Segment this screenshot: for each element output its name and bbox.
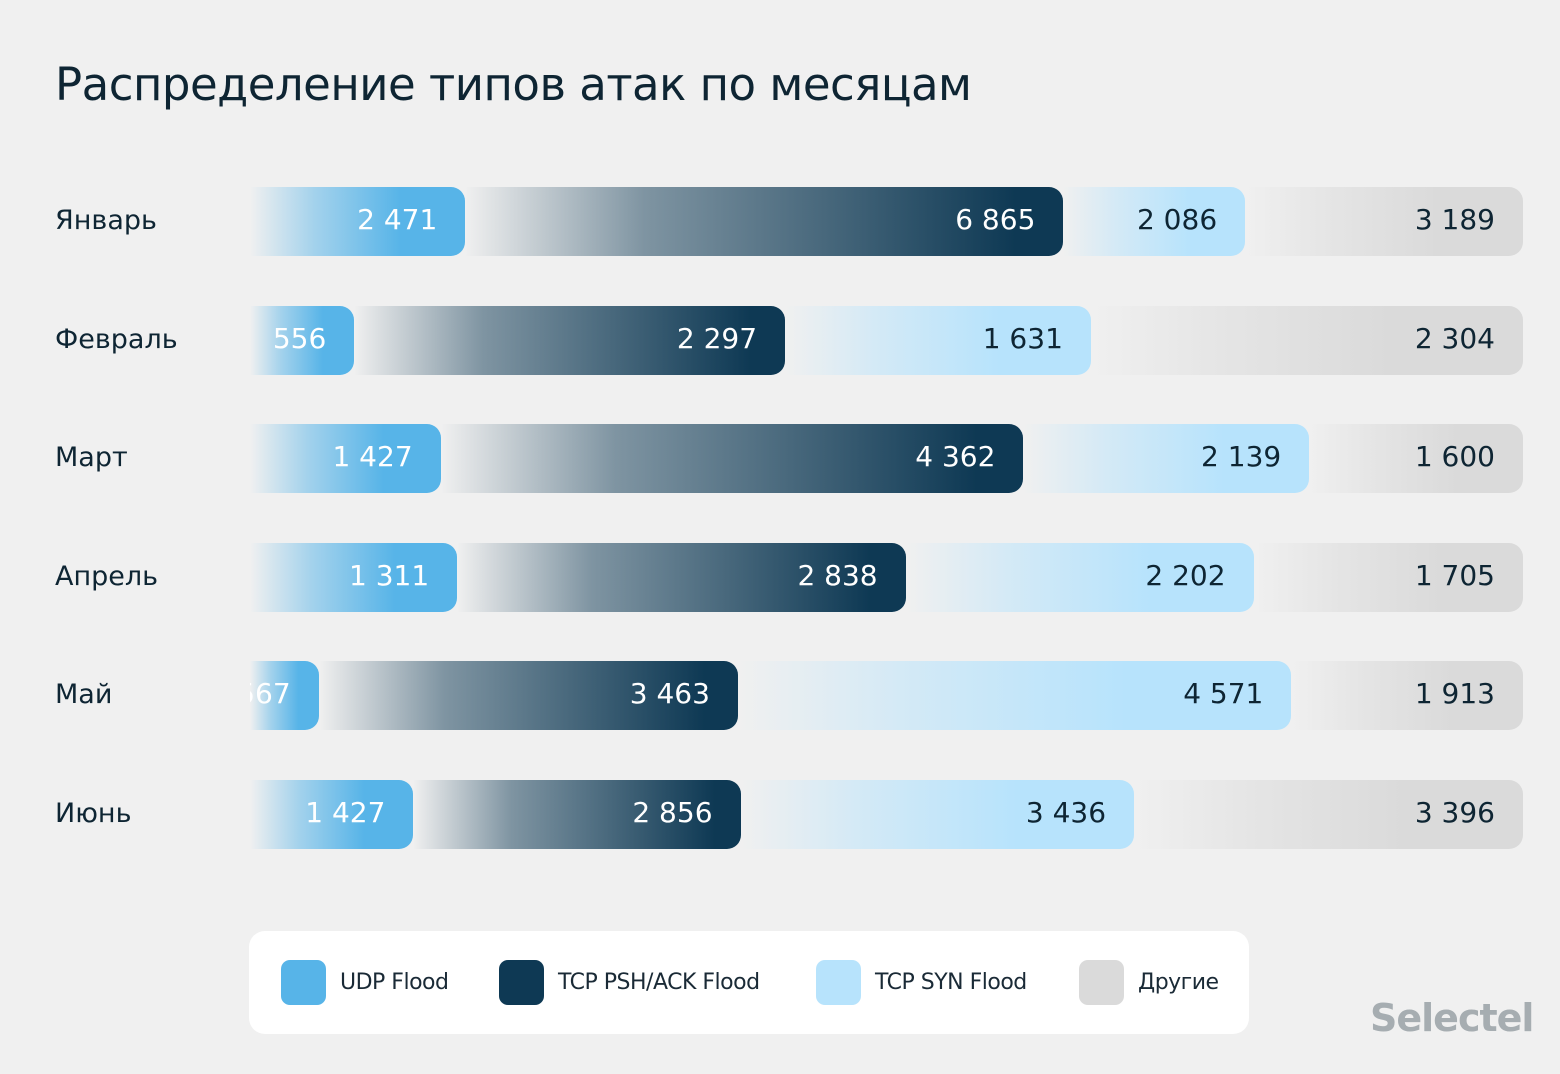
legend-item-udp: UDP Flood bbox=[281, 960, 449, 1005]
data-label: 4 571 bbox=[1183, 677, 1264, 711]
bar-segment: 556 bbox=[250, 305, 355, 375]
legend-swatch bbox=[499, 960, 544, 1005]
bar-segment: 1 913 bbox=[1291, 661, 1523, 731]
bar-segment: 1 600 bbox=[1309, 424, 1523, 494]
data-label: 2 297 bbox=[676, 321, 758, 355]
data-label: 1 705 bbox=[1414, 558, 1495, 592]
bar-segment: 4 362 bbox=[440, 424, 1024, 494]
data-label: 1 427 bbox=[305, 796, 386, 829]
legend-label: TCP PSH/ACK Flood bbox=[558, 970, 760, 995]
bar-track: 1 427 2 856 3 436 3 396 bbox=[250, 780, 1523, 849]
bar-segment: 1 427 bbox=[250, 424, 441, 494]
bar-segment: 2 856 bbox=[413, 780, 741, 849]
bar-row: Апрель 1 311 2 838 2 202 1 705 bbox=[0, 542, 1560, 612]
bar-track: 1 311 2 838 2 202 1 705 bbox=[250, 542, 1523, 612]
category-label: Март bbox=[55, 442, 128, 474]
bar-segment: 2 086 bbox=[1063, 187, 1246, 256]
bar-segment: 3 463 bbox=[318, 661, 738, 731]
data-label: 3 463 bbox=[629, 677, 710, 711]
bar-row: Июнь 1 427 2 856 3 436 3 396 bbox=[0, 780, 1560, 849]
bar-segment: 2 139 bbox=[1023, 424, 1310, 494]
bar-row: Март 1 427 4 362 2 139 1 600 bbox=[0, 424, 1560, 494]
bar-segment: 1 705 bbox=[1253, 542, 1523, 612]
data-label: 2 304 bbox=[1414, 321, 1495, 355]
legend-item-tcp-psh-ack: TCP PSH/ACK Flood bbox=[499, 960, 760, 1005]
data-label: 3 436 bbox=[1025, 796, 1107, 829]
data-label: 3 396 bbox=[1414, 796, 1495, 829]
category-label: Июнь bbox=[55, 798, 132, 829]
data-label: 2 139 bbox=[1201, 440, 1282, 474]
bar-segment: 3 396 bbox=[1134, 780, 1523, 849]
legend-label: Другие bbox=[1138, 970, 1219, 995]
legend-label: TCP SYN Flood bbox=[875, 970, 1027, 995]
bar-segment: 1 427 bbox=[250, 780, 414, 849]
chart-title: Распределение типов атак по месяцам bbox=[55, 58, 972, 111]
bar-segment: 2 304 bbox=[1090, 305, 1523, 375]
bar-segment: 4 571 bbox=[737, 661, 1292, 731]
bar-row: Февраль 556 2 297 1 631 2 304 bbox=[0, 305, 1560, 375]
bar-segment: 1 311 bbox=[250, 542, 458, 612]
data-label: 1 311 bbox=[348, 558, 430, 592]
data-label: 1 913 bbox=[1414, 677, 1495, 711]
category-label: Январь bbox=[55, 205, 157, 236]
data-label: 556 bbox=[272, 321, 327, 355]
bar-track: 556 2 297 1 631 2 304 bbox=[250, 305, 1523, 375]
category-label: Май bbox=[55, 679, 113, 711]
legend-swatch bbox=[281, 960, 326, 1005]
bar-segment: 567 bbox=[250, 661, 319, 731]
data-label: 1 631 bbox=[982, 321, 1063, 355]
bar-track: 567 3 463 4 571 1 913 bbox=[250, 661, 1523, 731]
bar-segment: 1 631 bbox=[785, 305, 1091, 375]
bar-row: Май 567 3 463 4 571 1 913 bbox=[0, 661, 1560, 731]
bar-segment: 3 189 bbox=[1245, 187, 1523, 256]
data-label: 4 362 bbox=[915, 440, 996, 474]
bar-segment: 2 838 bbox=[457, 542, 906, 612]
legend-swatch bbox=[1079, 960, 1124, 1005]
category-label: Апрель bbox=[55, 560, 159, 592]
bar-segment: 2 297 bbox=[354, 305, 786, 375]
bar-segment: 6 865 bbox=[465, 187, 1064, 256]
data-label: 2 086 bbox=[1136, 203, 1218, 236]
bar-track: 2 471 6 865 2 086 3 189 bbox=[250, 187, 1523, 256]
bar-segment: 3 436 bbox=[740, 780, 1135, 849]
data-label: 2 202 bbox=[1145, 558, 1226, 592]
data-label: 567 bbox=[250, 677, 291, 711]
data-label: 2 856 bbox=[632, 796, 713, 829]
legend-swatch bbox=[816, 960, 861, 1005]
bar-track: 1 427 4 362 2 139 1 600 bbox=[250, 424, 1523, 494]
legend-item-tcp-syn: TCP SYN Flood bbox=[816, 960, 1027, 1005]
data-label: 6 865 bbox=[955, 203, 1036, 236]
data-label: 2 838 bbox=[797, 558, 878, 592]
legend-label: UDP Flood bbox=[340, 970, 449, 995]
data-label: 1 600 bbox=[1414, 440, 1495, 474]
legend: UDP Flood TCP PSH/ACK Flood TCP SYN Floo… bbox=[249, 931, 1249, 1034]
bar-row: Январь 2 471 6 865 2 086 3 189 bbox=[0, 187, 1560, 256]
category-label: Февраль bbox=[55, 323, 178, 355]
bar-segment: 2 471 bbox=[250, 187, 466, 256]
data-label: 3 189 bbox=[1414, 203, 1495, 236]
bar-segment: 2 202 bbox=[905, 542, 1254, 612]
data-label: 2 471 bbox=[357, 203, 438, 236]
selectel-logo: Selectel bbox=[1370, 996, 1534, 1040]
legend-item-other: Другие bbox=[1079, 960, 1219, 1005]
data-label: 1 427 bbox=[332, 440, 413, 474]
